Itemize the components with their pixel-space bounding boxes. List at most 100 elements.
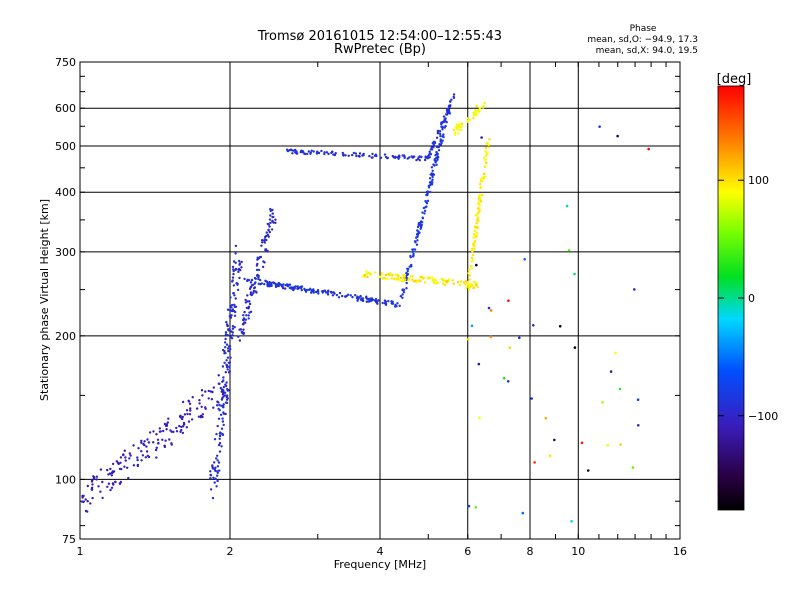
echo-point bbox=[231, 331, 234, 334]
echo-point bbox=[466, 337, 470, 341]
echo-point bbox=[213, 481, 216, 484]
echo-point bbox=[430, 148, 434, 151]
echo-point bbox=[152, 430, 155, 433]
echo-point bbox=[209, 477, 212, 480]
echo-point bbox=[251, 283, 255, 286]
echo-point bbox=[165, 428, 168, 431]
echo-point bbox=[132, 464, 136, 467]
echo-point bbox=[455, 123, 458, 126]
echo-point bbox=[265, 280, 268, 283]
echo-point bbox=[393, 156, 397, 159]
echo-point bbox=[323, 152, 326, 156]
x-tick-label: 4 bbox=[377, 545, 384, 558]
echo-point bbox=[260, 244, 263, 247]
echo-point bbox=[243, 310, 246, 314]
echo-point bbox=[374, 271, 377, 274]
echo-point bbox=[195, 407, 199, 410]
echo-point bbox=[616, 134, 619, 138]
echo-point bbox=[435, 152, 439, 155]
echo-point bbox=[468, 118, 472, 122]
echo-point bbox=[169, 429, 172, 432]
echo-point bbox=[478, 209, 481, 212]
echo-point bbox=[189, 407, 192, 410]
echo-point bbox=[216, 465, 220, 468]
echo-point bbox=[477, 362, 481, 366]
echo-point bbox=[122, 453, 125, 457]
echo-point bbox=[443, 279, 447, 283]
y-axis-label: Stationary phase Virtual Height [km] bbox=[38, 199, 51, 401]
echo-point bbox=[185, 426, 188, 429]
echo-point bbox=[411, 250, 415, 253]
echo-point bbox=[436, 281, 439, 285]
echo-point bbox=[413, 280, 416, 283]
echo-point bbox=[470, 256, 474, 259]
echo-point bbox=[475, 114, 478, 117]
echo-point bbox=[375, 154, 378, 158]
echo-point bbox=[383, 153, 387, 156]
echo-point bbox=[260, 239, 264, 242]
echo-point bbox=[155, 446, 158, 449]
echo-point bbox=[483, 101, 486, 105]
echo-point bbox=[89, 502, 92, 505]
echo-point bbox=[214, 477, 217, 480]
echo-point bbox=[486, 152, 489, 155]
echo-point bbox=[234, 261, 237, 264]
echo-point bbox=[229, 347, 232, 351]
echo-point bbox=[420, 224, 423, 227]
echo-point bbox=[417, 157, 420, 160]
y-tick-label: 400 bbox=[55, 186, 76, 199]
echo-point bbox=[285, 148, 289, 151]
echo-point bbox=[231, 279, 234, 282]
echo-point bbox=[393, 277, 396, 280]
echo-point bbox=[441, 139, 444, 142]
echo-point bbox=[234, 268, 237, 271]
echo-point bbox=[359, 294, 362, 298]
echo-point bbox=[460, 128, 463, 131]
echo-point bbox=[238, 339, 242, 342]
echo-point bbox=[233, 314, 237, 317]
echo-point bbox=[161, 438, 164, 441]
x-tick-label: 16 bbox=[673, 545, 687, 558]
echo-point bbox=[291, 152, 294, 155]
echo-point bbox=[439, 143, 443, 146]
echo-point bbox=[468, 285, 471, 289]
echo-point bbox=[420, 155, 423, 159]
echo-point bbox=[425, 193, 428, 197]
echo-point bbox=[226, 356, 230, 359]
echo-point bbox=[223, 394, 227, 397]
echo-point bbox=[226, 324, 229, 328]
echo-point bbox=[472, 243, 476, 247]
echo-point bbox=[390, 277, 394, 280]
echo-point bbox=[338, 291, 342, 295]
echo-point bbox=[474, 506, 478, 509]
echo-point bbox=[459, 280, 463, 283]
echo-point bbox=[386, 156, 389, 160]
echo-point bbox=[481, 194, 484, 197]
echo-point bbox=[172, 430, 175, 434]
echo-point bbox=[181, 425, 185, 428]
echo-point bbox=[217, 374, 220, 377]
echo-point bbox=[244, 298, 247, 302]
echo-point bbox=[489, 309, 493, 312]
echo-point bbox=[294, 151, 297, 154]
echo-point bbox=[401, 154, 404, 157]
echo-point bbox=[523, 258, 526, 261]
echo-point bbox=[436, 155, 439, 158]
echo-point bbox=[224, 351, 227, 355]
echo-point bbox=[250, 278, 254, 282]
echo-point bbox=[254, 281, 257, 284]
echo-point bbox=[488, 138, 491, 141]
echo-point bbox=[136, 458, 139, 462]
echo-point bbox=[368, 273, 372, 276]
echo-point bbox=[132, 444, 135, 447]
echo-point bbox=[217, 443, 221, 447]
echo-point bbox=[465, 286, 468, 290]
echo-point bbox=[230, 337, 234, 340]
echo-point bbox=[408, 156, 411, 159]
echo-point bbox=[466, 120, 469, 124]
echo-point bbox=[440, 125, 443, 128]
echo-point bbox=[263, 241, 266, 244]
x-tick-label: 6 bbox=[464, 545, 471, 558]
echo-point bbox=[467, 272, 470, 275]
echo-point bbox=[310, 149, 313, 152]
